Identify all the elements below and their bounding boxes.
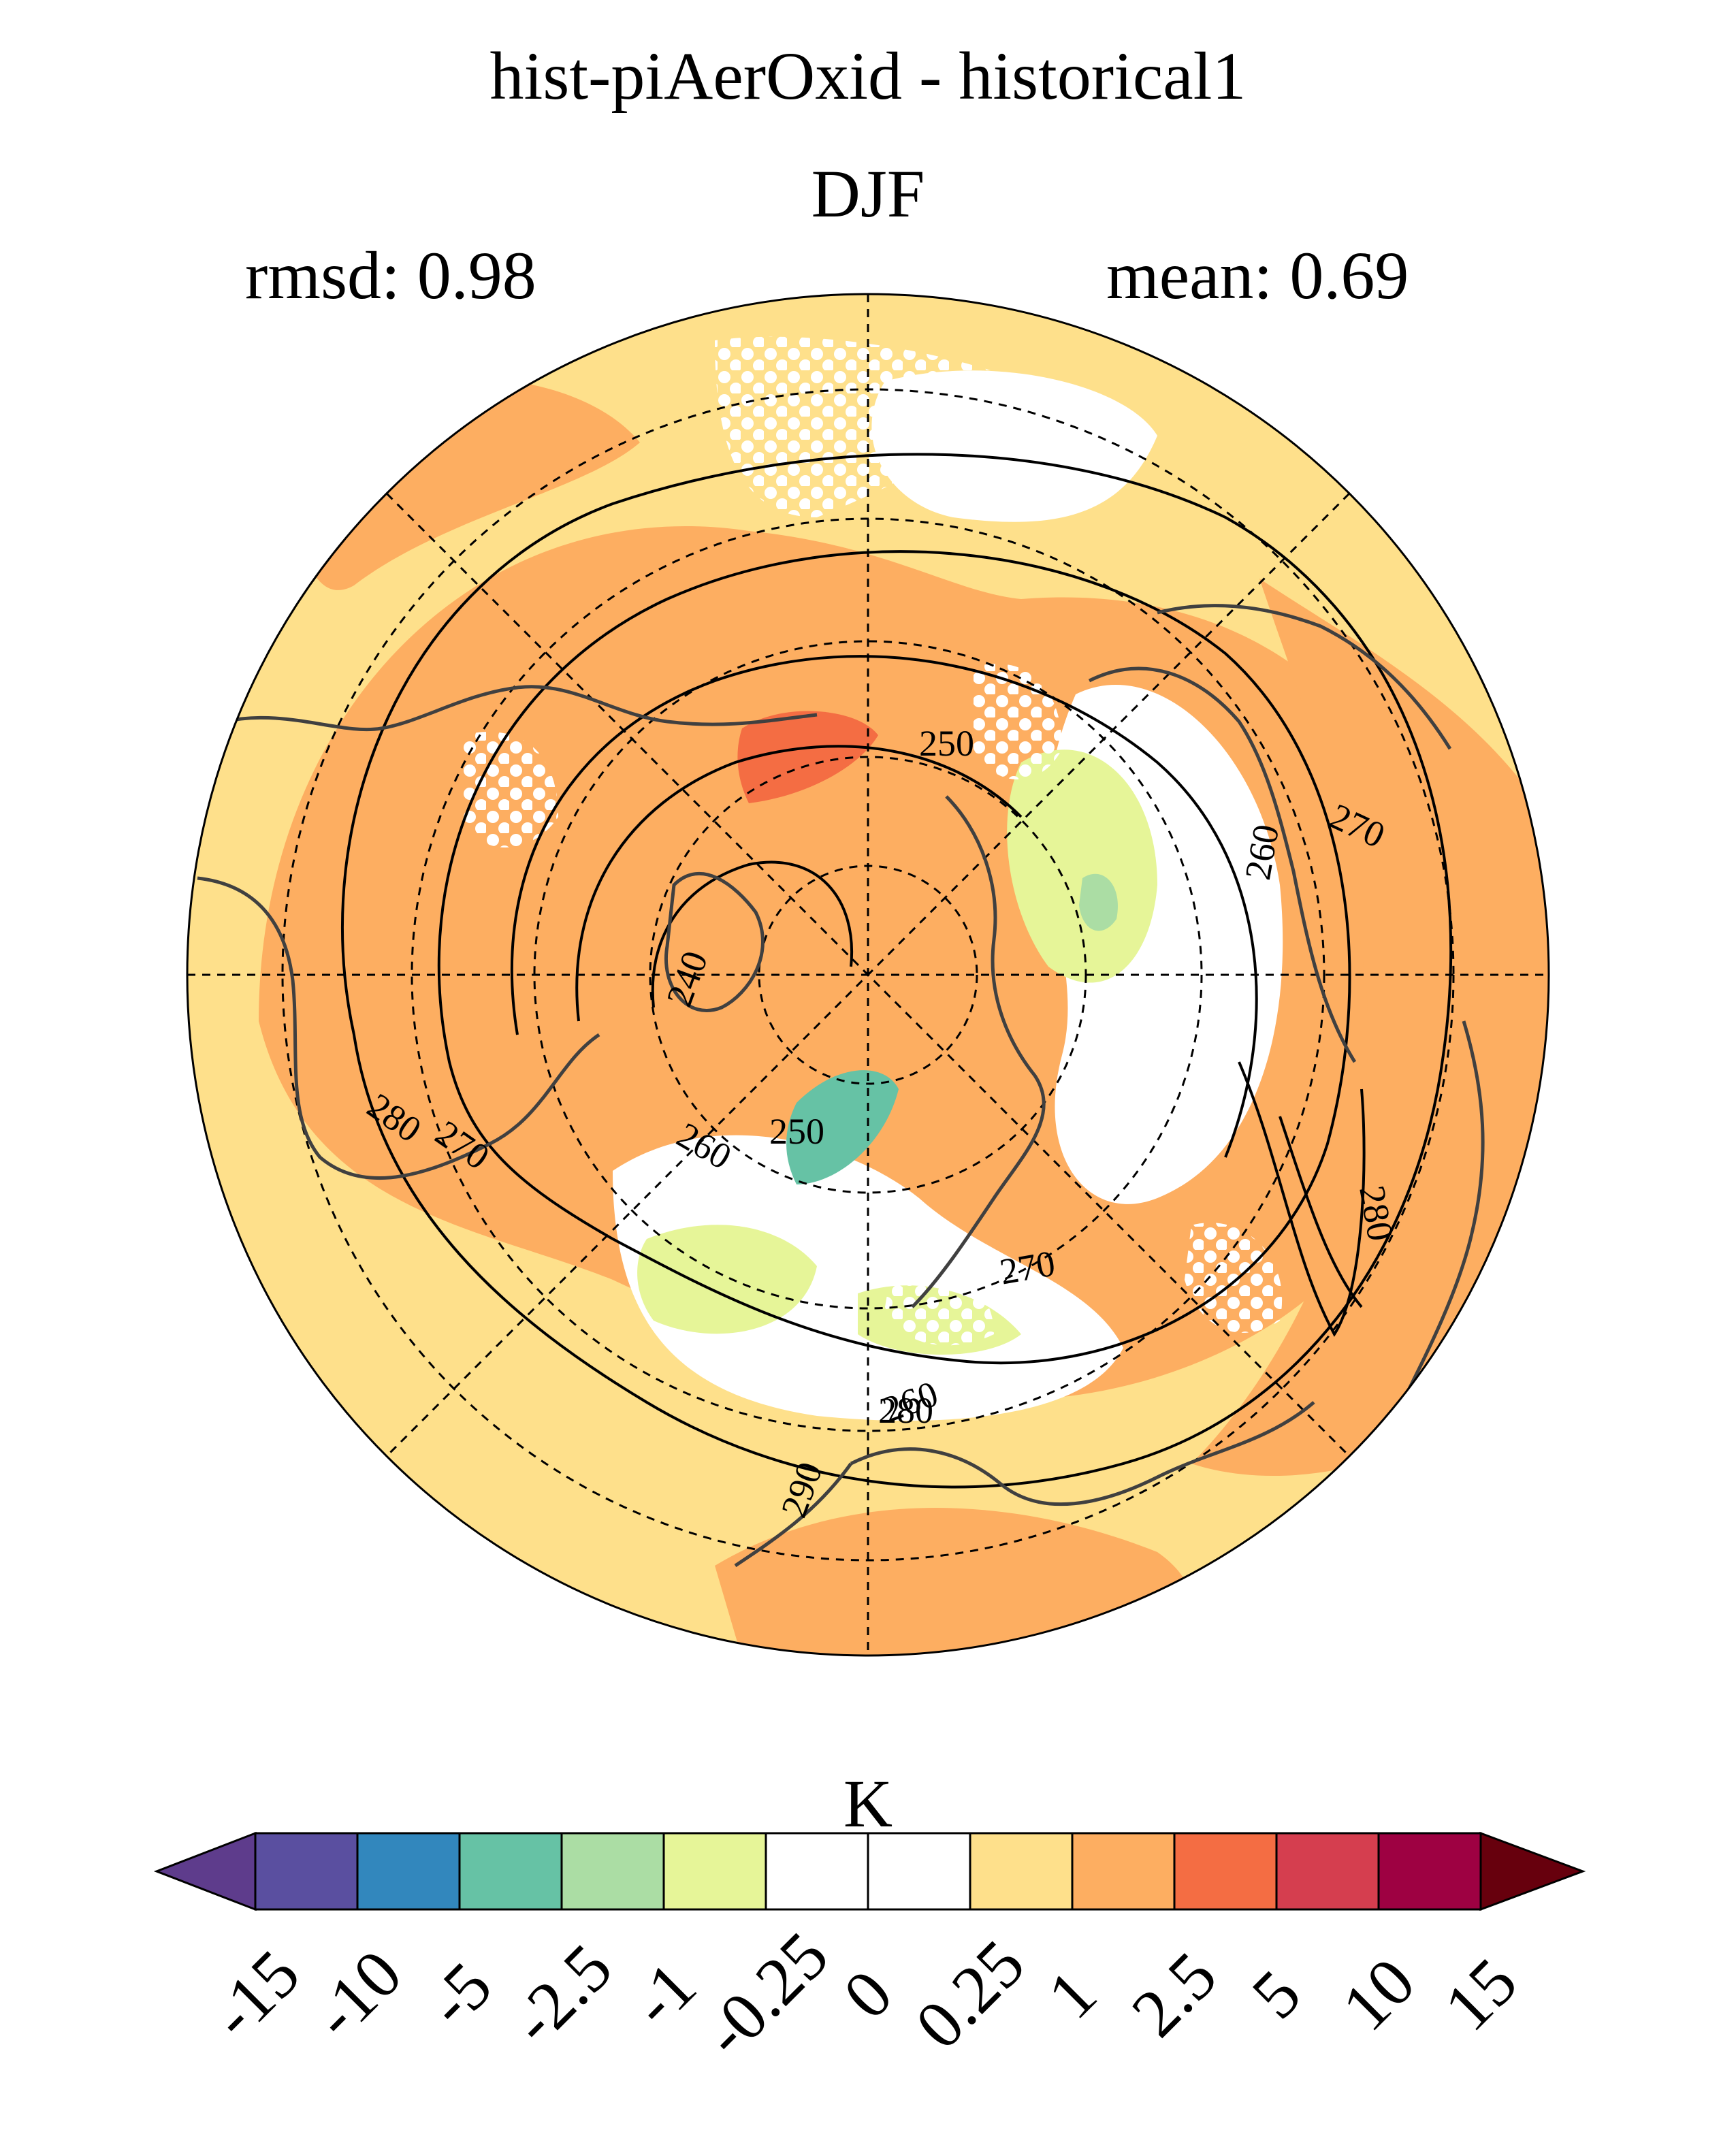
colorbar-tick-label: -1 <box>616 1947 711 2042</box>
colorbar-swatch <box>969 1832 1074 1911</box>
mean-label: mean: 0.69 <box>1106 238 1409 313</box>
colorbar-tick-label: 1 <box>1033 1955 1111 2033</box>
contour-label: 270 <box>997 1242 1058 1292</box>
significance-stippling <box>463 336 1283 1346</box>
contour-label: 280 <box>878 1390 933 1431</box>
colorbar-swatch <box>254 1832 359 1911</box>
colorbar-swatch <box>458 1832 563 1911</box>
colorbar-swatch <box>1071 1832 1176 1911</box>
colorbar-tick-label: -15 <box>196 1935 315 2054</box>
rmsd-label: rmsd: 0.98 <box>245 238 536 313</box>
warm-anomaly-area <box>1191 579 1549 1477</box>
colorbar-max-extension <box>1479 1831 1586 1911</box>
colorbar-swatch <box>765 1832 869 1911</box>
cool-anomaly-area <box>1079 873 1118 931</box>
strong-cool-anomaly-area <box>786 1070 899 1184</box>
colorbar-swatch <box>1275 1832 1380 1911</box>
colorbar-swatch <box>662 1832 767 1911</box>
polar-map: 250 260 270 240 280 270 260 250 260 270 … <box>186 293 1550 1657</box>
colorbar-swatch <box>1173 1832 1278 1911</box>
colorbar-tick-label: 10 <box>1328 1943 1430 2046</box>
colorbar-tick-label: -5 <box>412 1947 507 2042</box>
season-label: DJF <box>811 156 925 231</box>
strong-warm-anomaly-area <box>737 711 878 803</box>
colorbar-tick-label: 0.25 <box>901 1925 1039 2063</box>
contour-label: 250 <box>919 723 974 764</box>
contour-label: 260 <box>1237 822 1287 883</box>
colorbar-tick-label: 5 <box>1237 1955 1315 2033</box>
plot-title: hist-piAerOxid - historical1 <box>489 38 1247 114</box>
temperature-contours <box>341 453 1453 1489</box>
colorbar-tick-label: -10 <box>298 1935 417 2054</box>
colorbar-min-extension <box>153 1831 257 1911</box>
map-boundary <box>186 293 1550 1657</box>
coastlines <box>197 604 1485 1568</box>
colorbar-tick-label: 0 <box>829 1955 907 2033</box>
near-zero-area <box>613 1135 1123 1421</box>
contour-label: 280 <box>1351 1182 1401 1244</box>
colorbar-tick-label: 15 <box>1430 1943 1532 2046</box>
colorbar-swatch <box>867 1832 971 1911</box>
colorbar-tick-label: 2.5 <box>1117 1937 1232 2052</box>
contour-label: 250 <box>769 1111 824 1152</box>
colorbar-swatch <box>560 1832 665 1911</box>
colorbar-units: K <box>843 1766 893 1841</box>
colorbar-swatch <box>1377 1832 1482 1911</box>
cool-anomaly-area <box>1007 749 1157 983</box>
colorbar-swatch <box>356 1832 461 1911</box>
colorbar-tick-label: -2.5 <box>496 1929 626 2059</box>
colorbar-tick-label: -0.25 <box>688 1917 843 2071</box>
graticule <box>187 294 1549 1656</box>
